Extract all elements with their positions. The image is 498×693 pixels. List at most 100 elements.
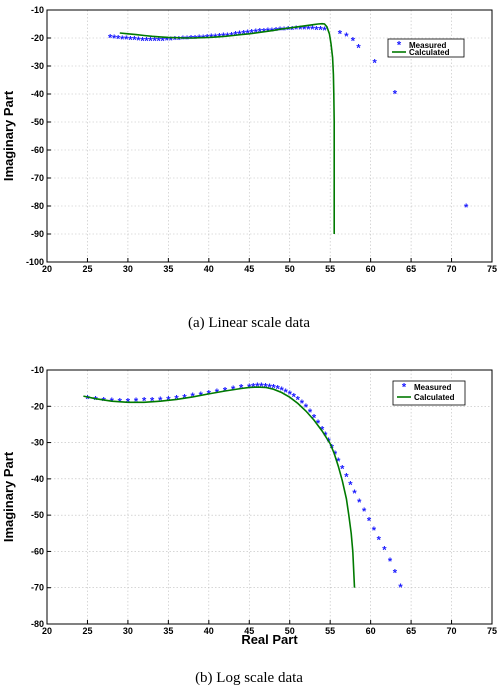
chart-panel-b: 20 25 30 35 40 45 50 55 60 65 70 75 -80 -70 -60 -50 -40 -… <box>0 356 498 649</box>
chart-b-x-tick-label: 55 <box>325 626 335 636</box>
chart-b-measured-point: * <box>316 418 321 430</box>
chart-a-measured-point: * <box>116 33 121 45</box>
chart-b-measured-point: * <box>362 506 367 518</box>
chart-b-x-tick-label: 30 <box>123 626 133 636</box>
chart-b-measured-point: * <box>85 394 90 406</box>
chart-a-measured-point: * <box>286 25 291 37</box>
chart-b-x-tick-label: 25 <box>82 626 92 636</box>
chart-a-measured-point: * <box>373 58 378 70</box>
chart-b-measured-point: * <box>110 396 115 408</box>
chart-b-measured-point: * <box>288 389 293 401</box>
chart-a-measured-point: * <box>112 33 117 45</box>
chart-a-measured-point: * <box>136 35 141 47</box>
chart-a-x-tick-label: 65 <box>406 264 416 272</box>
chart-a-measured-point: * <box>282 25 287 37</box>
chart-a-measured-point: * <box>189 34 194 46</box>
chart-a-legend-label: Calculated <box>409 48 450 57</box>
chart-b-x-axis-label: Real Part <box>241 632 298 644</box>
chart-a-measured-point: * <box>322 25 327 37</box>
chart-a-measured-point: * <box>356 42 361 54</box>
chart-b-measured-point: * <box>284 387 289 399</box>
chart-b-x-tick-label: 75 <box>487 626 497 636</box>
chart-b-x-tick-label: 65 <box>406 626 416 636</box>
chart-b-y-tick-label: -80 <box>31 619 44 629</box>
chart-a-y-axis-label: Imaginary Part <box>1 90 16 181</box>
chart-b-y-tick-label: -40 <box>31 474 44 484</box>
chart-a-measured-point: * <box>298 24 303 36</box>
chart-a-measured-point: * <box>124 34 129 46</box>
chart-a-measured-point: * <box>209 32 214 44</box>
chart-b-measured-point: * <box>352 488 357 500</box>
chart-b-x-tick-label: 35 <box>163 626 173 636</box>
chart-a-measured-point: * <box>294 24 299 36</box>
chart-a-measured-point: * <box>464 202 469 214</box>
chart-b-axes-frame <box>46 369 493 625</box>
chart-b-legend-marker-swatch: * <box>402 382 407 394</box>
chart-a-measured-point: * <box>108 33 113 45</box>
chart-b-x-tick-label: 20 <box>42 626 52 636</box>
chart-b-plot-area <box>47 370 492 624</box>
chart-b-x-tick-label: 40 <box>204 626 214 636</box>
chart-a-x-tick-label: 50 <box>285 264 295 272</box>
chart-a-measured-point: * <box>165 35 170 47</box>
chart-a-x-tick-label: 55 <box>325 264 335 272</box>
chart-b-y-tick-label: -70 <box>31 583 44 593</box>
chart-a-measured-point: * <box>193 33 198 45</box>
chart-b-measured-point: * <box>344 472 349 484</box>
caption-b: (b) Log scale data <box>195 670 303 686</box>
chart-a-measured-point: * <box>302 24 307 36</box>
chart-b-measured-point: * <box>279 385 284 397</box>
chart-a-measured-point: * <box>132 35 137 47</box>
chart-a-x-tick-label: 20 <box>42 264 52 272</box>
chart-b-measured-point: * <box>398 582 403 594</box>
chart-b-y-tick-label: -60 <box>31 546 44 556</box>
chart-b-y-axis-label: Imaginary Part <box>1 451 16 542</box>
chart-a-y-tick-label: -100 <box>26 257 44 267</box>
chart-a-measured-point: * <box>306 24 311 36</box>
chart-a-y-tick-label: -40 <box>31 89 44 99</box>
chart-a-x-tick-label: 70 <box>447 264 457 272</box>
chart-b-measured-point: * <box>357 497 362 509</box>
chart-b-measured-point: * <box>388 556 393 568</box>
chart-b-y-tick-label: -10 <box>31 365 44 375</box>
chart-b-measured-point: * <box>382 544 387 556</box>
chart-b-y-tick-label: -50 <box>31 510 44 520</box>
chart-a-measured-point: * <box>181 34 186 46</box>
chart-a-y-tick-label: -10 <box>31 5 44 15</box>
chart-b-measured-point: * <box>393 568 398 580</box>
chart-a-measured-point: * <box>173 35 178 47</box>
chart-a-x-tick-label: 45 <box>244 264 254 272</box>
chart-b-measured-point: * <box>296 395 301 407</box>
chart-b-x-tick-label: 70 <box>447 626 457 636</box>
chart-a-measured-point: * <box>217 32 222 44</box>
caption-a: (a) Linear scale data <box>188 315 310 331</box>
chart-b-series-calculated-line <box>83 386 356 588</box>
chart-b-y-tick-label: -20 <box>31 401 44 411</box>
chart-b-y-tick-label: -30 <box>31 438 44 448</box>
chart-b-x-tick-label: 60 <box>366 626 376 636</box>
chart-a-measured-point: * <box>290 24 295 36</box>
chart-a-x-tick-label: 60 <box>366 264 376 272</box>
chart-a-measured-point: * <box>344 31 349 43</box>
chart-b-measured-point: * <box>275 384 280 396</box>
chart-a-axes-frame <box>46 9 493 263</box>
chart-a-x-tick-label: 75 <box>487 264 497 272</box>
chart-a-measured-point: * <box>157 35 162 47</box>
chart-a-series-calculated-line <box>119 22 336 234</box>
chart-b-x-tick-label: 45 <box>244 626 254 636</box>
chart-a-measured-point: * <box>128 34 133 46</box>
chart-b-legend-box <box>392 380 466 406</box>
chart-a-x-tick-label: 25 <box>82 264 92 272</box>
chart-b-measured-point: * <box>101 395 106 407</box>
chart-a-measured-point: * <box>213 32 218 44</box>
chart-a-y-tick-label: -50 <box>31 117 44 127</box>
chart-a-y-tick-label: -90 <box>31 229 44 239</box>
chart-b-measured-point: * <box>348 480 353 492</box>
chart-a-measured-point: * <box>161 35 166 47</box>
chart-a-x-axis-label: Real Part <box>241 270 298 272</box>
chart-a-measured-point: * <box>270 26 275 38</box>
chart-b-legend-label: Measured <box>414 383 451 392</box>
chart-b-measured-point: * <box>308 407 313 419</box>
